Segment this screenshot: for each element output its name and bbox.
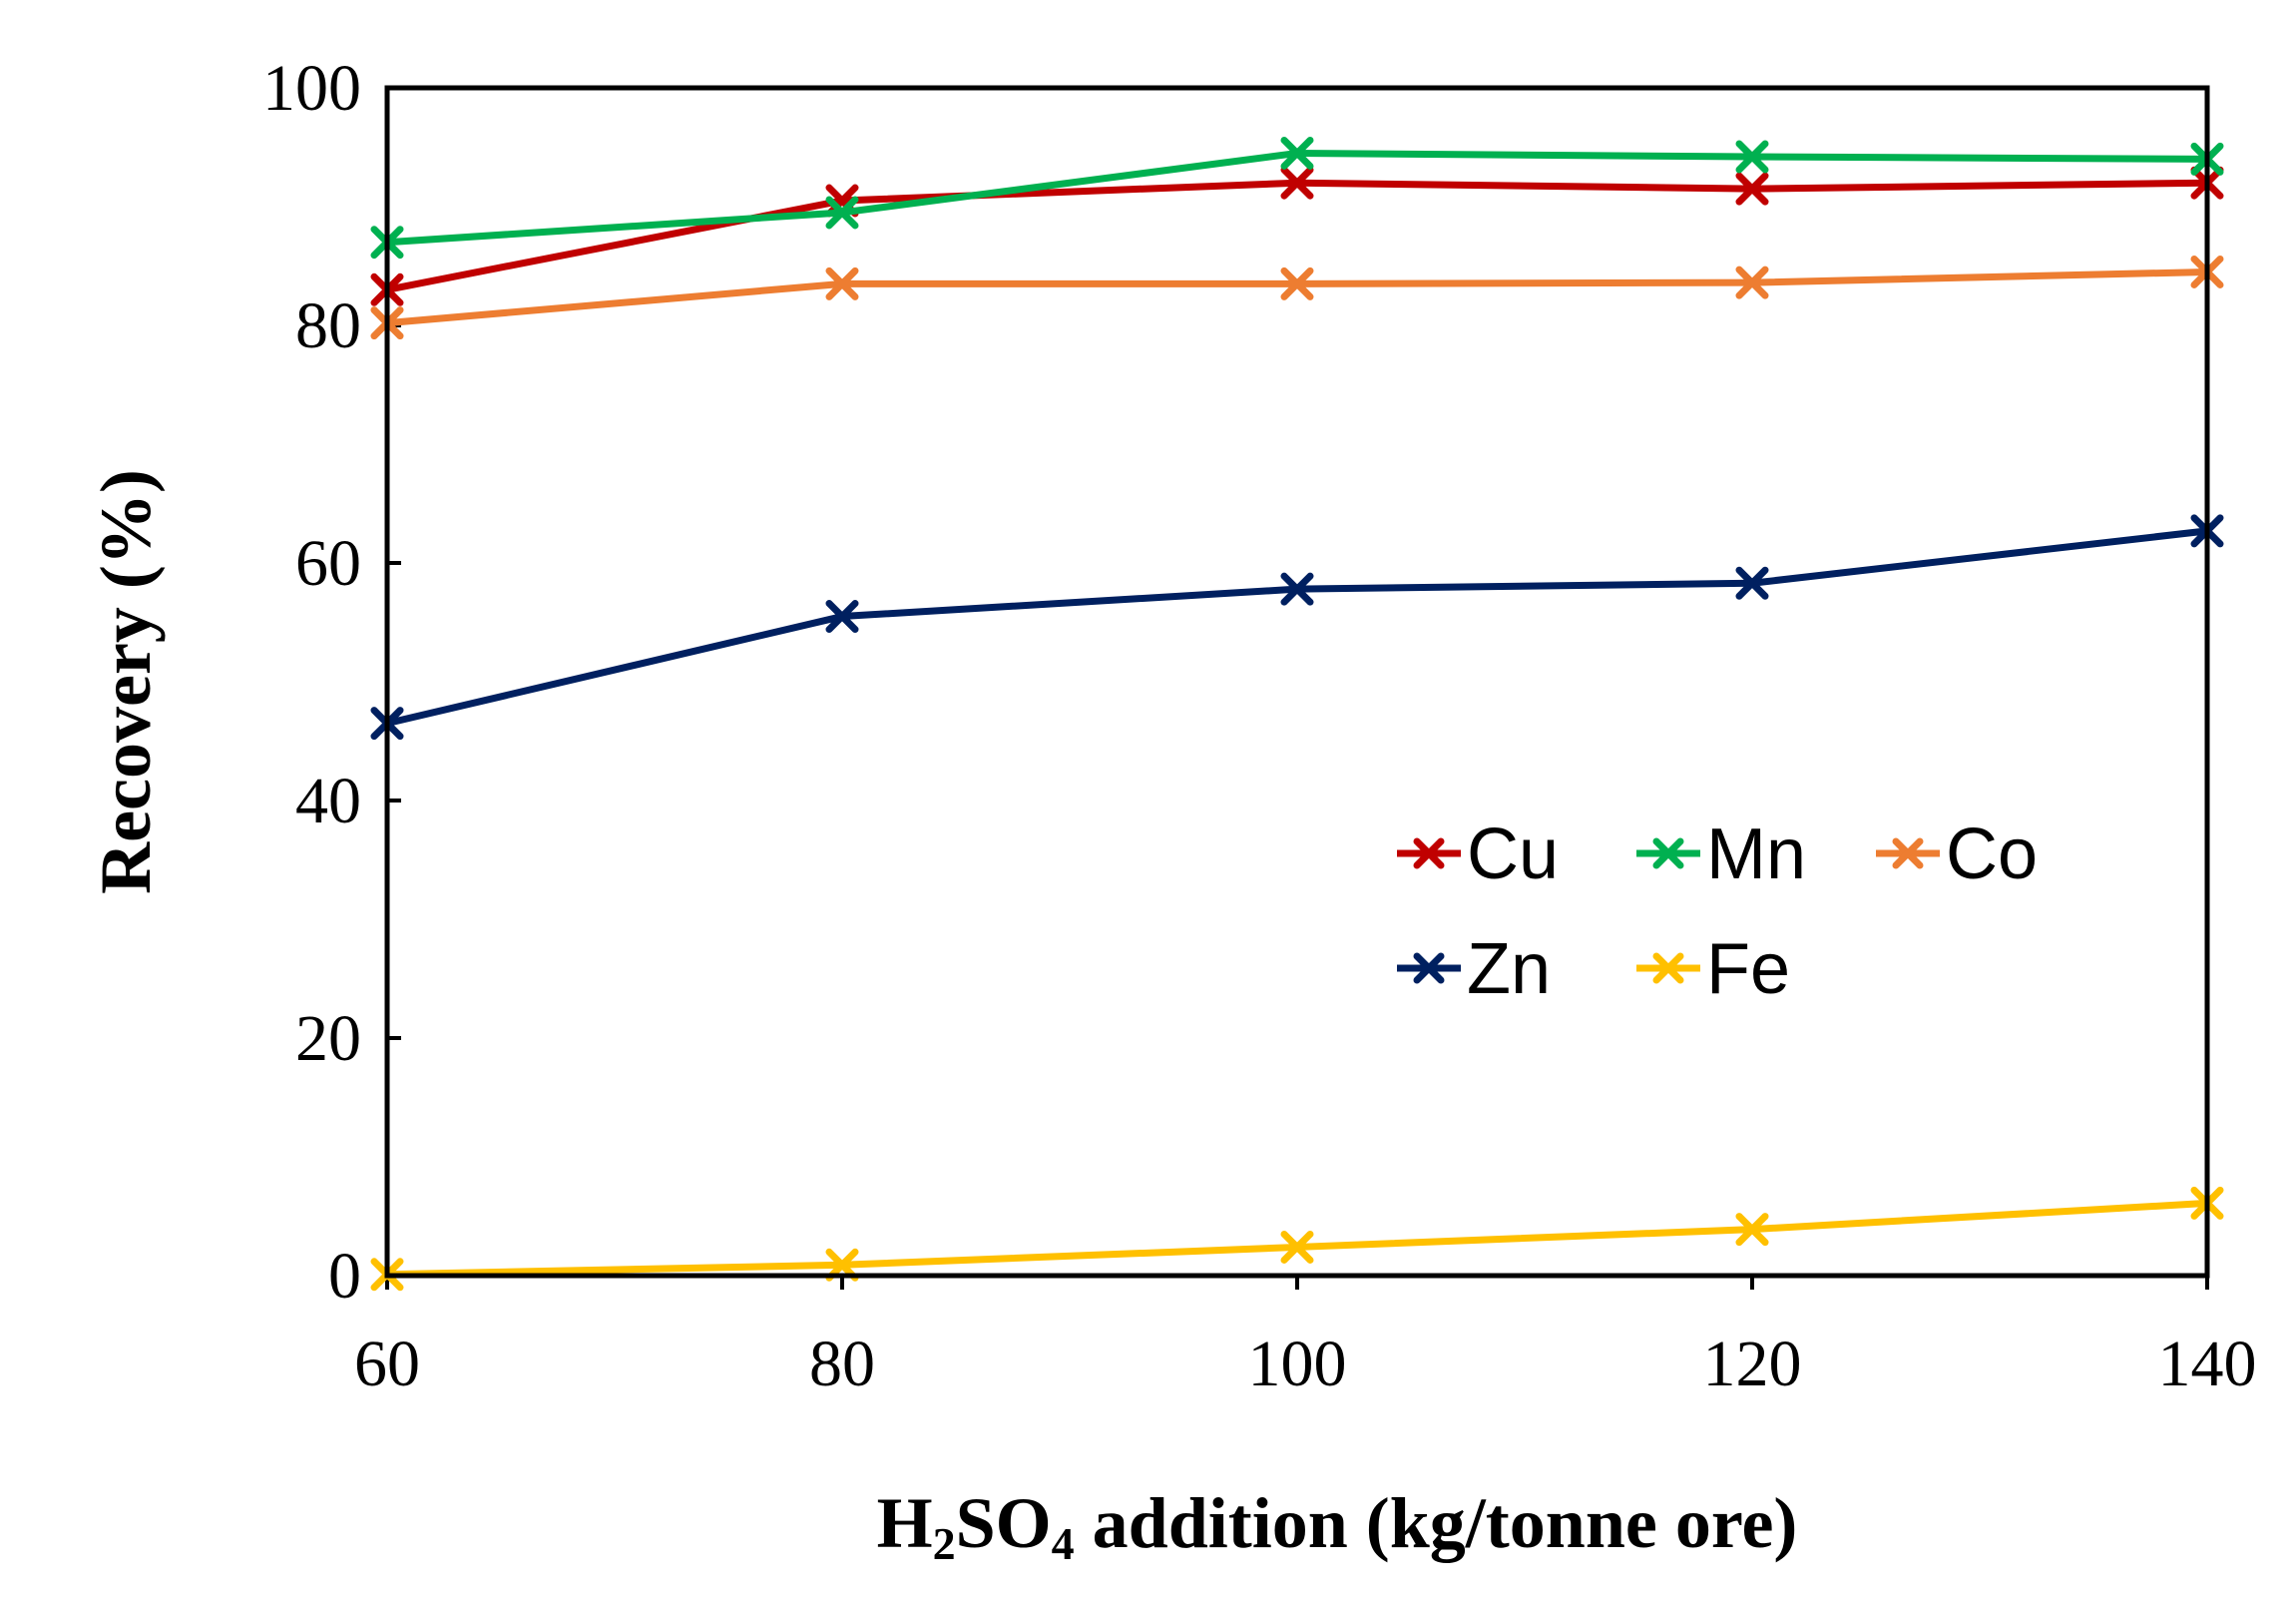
data-point-fe xyxy=(1735,1213,1769,1247)
legend-item-mn: Mn xyxy=(1636,814,1806,894)
data-point-fe xyxy=(1280,1230,1314,1264)
y-axis-title: Recovery (%) xyxy=(86,469,166,894)
legend-item-co: Co xyxy=(1876,814,2038,894)
series-line-fe xyxy=(386,1199,2208,1279)
y-axis-ticks: 0 20 40 60 80 100 xyxy=(262,52,401,1313)
data-point-co xyxy=(825,267,859,300)
data-point-mn xyxy=(1735,140,1769,174)
legend-item-zn: Zn xyxy=(1397,929,1551,1009)
legend-label-zn: Zn xyxy=(1467,929,1551,1009)
data-point-mn xyxy=(825,196,859,230)
y-tick-label: 0 xyxy=(328,1240,361,1313)
series-co xyxy=(370,255,2224,340)
legend-label-co: Co xyxy=(1946,814,2038,894)
data-point-co xyxy=(1280,267,1314,300)
y-tick-label: 40 xyxy=(295,765,361,837)
data-point-cu xyxy=(1280,166,1314,200)
legend-label-fe: Fe xyxy=(1706,929,1790,1009)
legend-marker-cu xyxy=(1413,837,1445,869)
x-axis-title-subscript: 2 xyxy=(933,1518,956,1569)
x-axis-title-part: SO xyxy=(956,1483,1052,1563)
legend-marker-zn xyxy=(1413,952,1445,984)
data-point-mn xyxy=(1280,136,1314,170)
x-tick-label: 80 xyxy=(809,1328,875,1400)
data-point-zn xyxy=(825,600,859,634)
y-tick-label: 20 xyxy=(295,1002,361,1075)
legend-marker-mn xyxy=(1652,837,1684,869)
data-point-co xyxy=(1735,266,1769,299)
series-line-mn xyxy=(386,149,2208,247)
x-tick-label: 60 xyxy=(354,1328,420,1400)
y-tick-label: 80 xyxy=(295,289,361,362)
series-line-cu xyxy=(386,179,2208,293)
x-tick-label: 120 xyxy=(1703,1328,1802,1400)
x-axis-title-subscript: 4 xyxy=(1052,1518,1075,1569)
legend-marker-co xyxy=(1892,837,1924,869)
y-tick-label: 100 xyxy=(262,52,361,125)
data-point-zn xyxy=(1280,572,1314,606)
data-point-cu xyxy=(1735,172,1769,206)
x-axis-ticks: 60 80 100 120 140 xyxy=(354,1276,2257,1400)
x-axis-title-part: addition (kg/tonne ore) xyxy=(1075,1483,1798,1563)
data-point-zn xyxy=(1735,566,1769,600)
x-tick-label: 140 xyxy=(2158,1328,2257,1400)
legend-marker-fe xyxy=(1652,952,1684,984)
series-line-zn xyxy=(386,527,2208,728)
legend-label-cu: Cu xyxy=(1467,814,1559,894)
x-tick-label: 100 xyxy=(1248,1328,1347,1400)
y-tick-label: 60 xyxy=(295,527,361,600)
series-zn xyxy=(370,514,2224,741)
series-layer xyxy=(370,136,2224,1292)
legend-item-cu: Cu xyxy=(1397,814,1559,894)
legend-label-mn: Mn xyxy=(1706,814,1806,894)
x-axis-title-part: H xyxy=(877,1483,933,1563)
series-fe xyxy=(370,1186,2224,1292)
plot-frame xyxy=(384,85,2210,1279)
x-axis-title: H2SO4 addition (kg/tonne ore) xyxy=(877,1483,1798,1569)
legend: Cu Mn Co Zn Fe xyxy=(1397,814,2038,1009)
legend-item-fe: Fe xyxy=(1636,929,1790,1009)
